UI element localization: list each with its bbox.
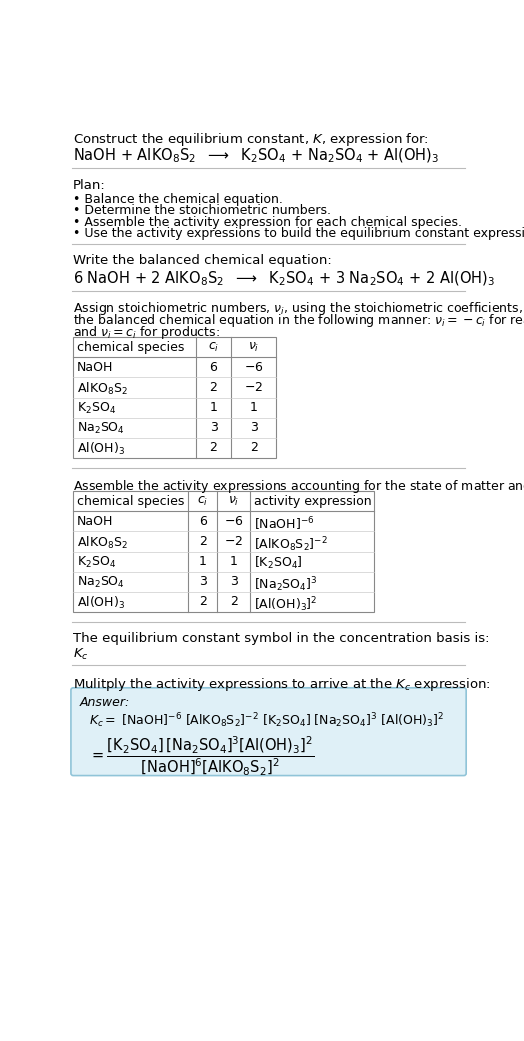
Text: and $\nu_i = c_i$ for products:: and $\nu_i = c_i$ for products: [73,324,220,340]
Text: 2: 2 [230,595,237,608]
Text: 1: 1 [230,555,237,568]
FancyBboxPatch shape [71,688,466,776]
Text: Write the balanced chemical equation:: Write the balanced chemical equation: [73,254,332,268]
Text: 3: 3 [210,422,217,434]
Text: 6: 6 [210,361,217,375]
Text: chemical species: chemical species [77,341,184,354]
Text: • Determine the stoichiometric numbers.: • Determine the stoichiometric numbers. [73,204,331,218]
Text: K$_2$SO$_4$: K$_2$SO$_4$ [77,402,116,416]
Text: Plan:: Plan: [73,179,106,192]
Text: Na$_2$SO$_4$: Na$_2$SO$_4$ [77,576,125,590]
Text: $K_c =$ [NaOH]$^{-6}$ [AlKO$_8$S$_2$]$^{-2}$ [K$_2$SO$_4$] [Na$_2$SO$_4$]$^3$ [A: $K_c =$ [NaOH]$^{-6}$ [AlKO$_8$S$_2$]$^{… [89,712,444,731]
Text: 6 NaOH + 2 AlKO$_8$S$_2$  $\longrightarrow$  K$_2$SO$_4$ + 3 Na$_2$SO$_4$ + 2 Al: 6 NaOH + 2 AlKO$_8$S$_2$ $\longrightarro… [73,270,495,288]
Text: $= \dfrac{[\mathrm{K_2SO_4}]\,[\mathrm{Na_2SO_4}]^3[\mathrm{Al(OH)_3}]^2}{[\math: $= \dfrac{[\mathrm{K_2SO_4}]\,[\mathrm{N… [89,735,314,778]
Text: The equilibrium constant symbol in the concentration basis is:: The equilibrium constant symbol in the c… [73,632,490,644]
Text: the balanced chemical equation in the following manner: $\nu_i = -c_i$ for react: the balanced chemical equation in the fo… [73,312,524,329]
Text: $\nu_i$: $\nu_i$ [248,341,259,354]
Text: $c_i$: $c_i$ [197,496,209,508]
Text: Na$_2$SO$_4$: Na$_2$SO$_4$ [77,422,125,436]
Text: [Al(OH)$_3$]$^2$: [Al(OH)$_3$]$^2$ [254,595,318,614]
Text: • Assemble the activity expression for each chemical species.: • Assemble the activity expression for e… [73,215,462,229]
Text: 2: 2 [250,441,258,454]
Text: 2: 2 [210,381,217,395]
Text: Answer:: Answer: [80,696,130,709]
Text: $K_c$: $K_c$ [73,646,89,662]
Text: 6: 6 [199,515,206,529]
Text: NaOH + AlKO$_8$S$_2$  $\longrightarrow$  K$_2$SO$_4$ + Na$_2$SO$_4$ + Al(OH)$_3$: NaOH + AlKO$_8$S$_2$ $\longrightarrow$ K… [73,147,440,164]
Text: $-2$: $-2$ [244,381,264,395]
Text: $-2$: $-2$ [224,535,243,549]
Text: activity expression: activity expression [254,496,372,508]
Text: [AlKO$_8$S$_2$]$^{-2}$: [AlKO$_8$S$_2$]$^{-2}$ [254,535,328,554]
Text: 2: 2 [199,595,206,608]
Text: [Na$_2$SO$_4$]$^3$: [Na$_2$SO$_4$]$^3$ [254,576,318,594]
Text: 1: 1 [250,402,258,414]
Text: [K$_2$SO$_4$]: [K$_2$SO$_4$] [254,555,302,572]
Text: 3: 3 [199,576,206,588]
Text: K$_2$SO$_4$: K$_2$SO$_4$ [77,555,116,570]
Text: AlKO$_8$S$_2$: AlKO$_8$S$_2$ [77,535,128,552]
Text: Al(OH)$_3$: Al(OH)$_3$ [77,595,125,611]
Text: NaOH: NaOH [77,361,114,375]
Text: $c_i$: $c_i$ [208,341,219,354]
Text: Mulitply the activity expressions to arrive at the $K_c$ expression:: Mulitply the activity expressions to arr… [73,677,491,693]
Text: • Use the activity expressions to build the equilibrium constant expression.: • Use the activity expressions to build … [73,227,524,240]
Text: $-6$: $-6$ [224,515,244,529]
Text: Assemble the activity expressions accounting for the state of matter and $\nu_i$: Assemble the activity expressions accoun… [73,478,524,494]
Text: 1: 1 [210,402,217,414]
Text: Al(OH)$_3$: Al(OH)$_3$ [77,441,125,457]
Text: $\nu_i$: $\nu_i$ [228,496,239,508]
Text: Construct the equilibrium constant, $K$, expression for:: Construct the equilibrium constant, $K$,… [73,131,429,148]
Text: 3: 3 [250,422,258,434]
Text: [NaOH]$^{-6}$: [NaOH]$^{-6}$ [254,515,314,533]
Text: $-6$: $-6$ [244,361,264,375]
Text: 3: 3 [230,576,237,588]
Text: • Balance the chemical equation.: • Balance the chemical equation. [73,193,283,206]
Text: 1: 1 [199,555,206,568]
Text: AlKO$_8$S$_2$: AlKO$_8$S$_2$ [77,381,128,398]
Text: 2: 2 [210,441,217,454]
Text: 2: 2 [199,535,206,549]
Text: Assign stoichiometric numbers, $\nu_i$, using the stoichiometric coefficients, $: Assign stoichiometric numbers, $\nu_i$, … [73,301,524,318]
Bar [73,337,276,458]
Bar [73,491,374,611]
Text: chemical species: chemical species [77,496,184,508]
Text: NaOH: NaOH [77,515,114,529]
